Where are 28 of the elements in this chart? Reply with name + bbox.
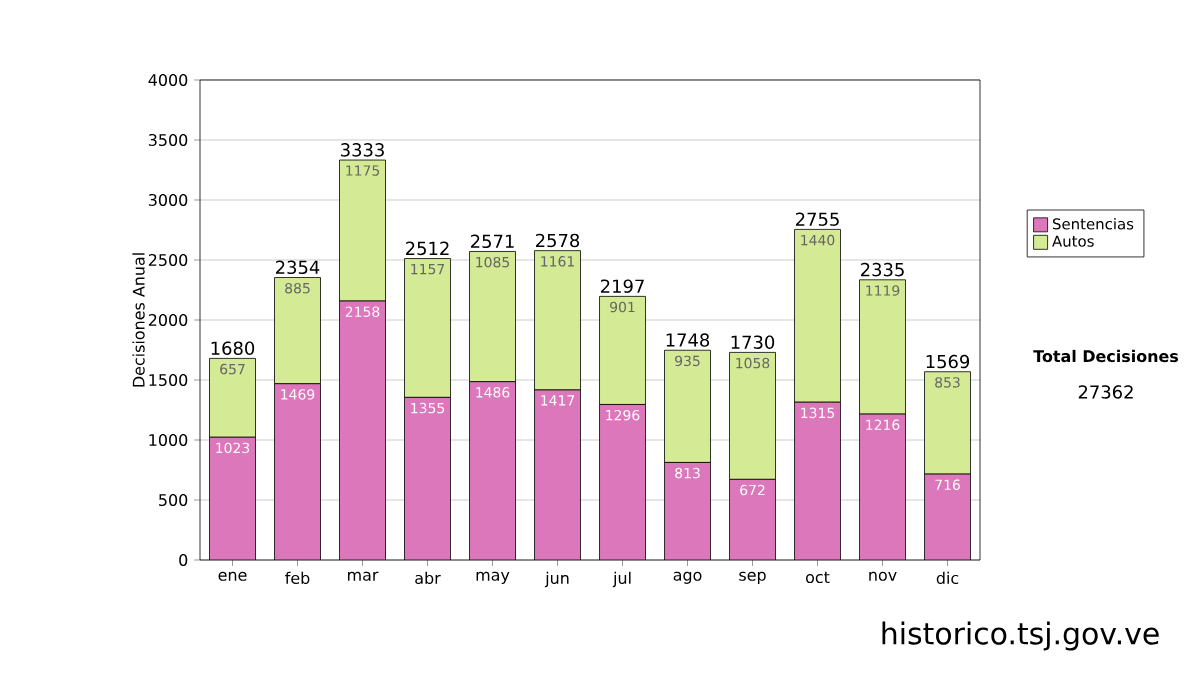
total-label: 1748 [666,333,710,347]
total-label: 1569 [926,354,970,369]
total-label: 1680 [211,341,255,355]
bar [729,352,776,480]
total-label: 2354 [276,260,320,275]
bar [404,397,451,560]
total-label: 2755 [796,212,839,226]
bar [794,402,841,560]
total-label: 2571 [471,234,514,249]
bar [664,349,711,463]
text: 27362 [1078,385,1133,399]
bar [469,381,516,560]
total-label: 2578 [536,233,580,248]
bar [209,437,256,560]
bar [534,389,581,560]
total-label: 2197 [601,279,644,293]
bar [274,383,321,560]
total-label: 2335 [861,262,904,277]
total-label: 3333 [341,143,384,157]
total-label: 1730 [731,335,775,349]
bar [339,301,386,560]
total-label: 2512 [406,241,449,256]
bar [664,462,711,560]
text: historico.tsj.gov.ve [882,621,1159,651]
bar [599,404,646,560]
bar [729,479,776,560]
bar [859,414,906,560]
bar [924,473,971,560]
